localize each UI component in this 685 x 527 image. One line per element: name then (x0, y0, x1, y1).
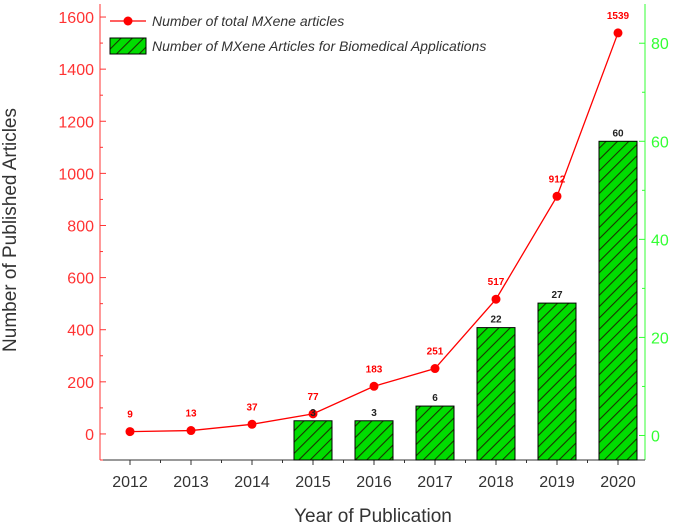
x-tick-label: 2016 (356, 474, 392, 491)
bar (537, 302, 577, 461)
x-tick-label: 2015 (295, 474, 331, 491)
line-value-label: 517 (488, 277, 505, 288)
left-tick-label: 0 (85, 427, 94, 444)
left-tick-label: 1600 (58, 10, 94, 27)
bar (354, 420, 394, 461)
line-value-label: 9 (127, 410, 133, 421)
line-point (186, 426, 196, 436)
bar-value-label: 27 (551, 290, 563, 301)
left-tick-label: 600 (67, 271, 94, 288)
right-tick-label: 40 (651, 232, 669, 249)
line-value-label: 77 (307, 392, 319, 403)
x-tick-label: 2019 (539, 474, 575, 491)
line-point (125, 427, 135, 437)
line-point (613, 28, 623, 38)
bar (598, 140, 638, 461)
right-tick-label: 80 (651, 36, 669, 53)
legend-bar-swatch (109, 37, 147, 55)
right-tick-label: 0 (651, 428, 660, 445)
line-point (552, 191, 562, 201)
left-tick-label: 800 (67, 218, 94, 235)
legend-bar-label: Number of MXene Articles for Biomedical … (152, 38, 486, 54)
line-point (491, 294, 501, 304)
line-point (430, 364, 440, 374)
bar-value-label: 3 (371, 408, 377, 419)
line-value-label: 37 (246, 402, 258, 413)
line-value-label: 912 (549, 174, 566, 185)
line-value-label: 1539 (607, 11, 630, 22)
right-tick-label: 60 (651, 134, 669, 151)
legend: Number of total MXene articles Number of… (109, 13, 486, 55)
left-tick-label: 200 (67, 375, 94, 392)
left-tick-label: 1000 (58, 166, 94, 183)
line-value-label: 183 (366, 364, 383, 375)
right-tick-label: 20 (651, 330, 669, 347)
x-tick-label: 2020 (600, 474, 636, 491)
bar-value-label: 6 (432, 393, 438, 404)
line-point (308, 409, 318, 419)
line-value-label: 13 (185, 409, 197, 420)
x-tick-label: 2018 (478, 474, 514, 491)
line-value-label: 251 (427, 347, 444, 358)
left-tick-label: 1400 (58, 62, 94, 79)
y-axis-title: Number of Published Articles (0, 108, 21, 352)
left-tick-label: 1200 (58, 114, 94, 131)
legend-line-label: Number of total MXene articles (152, 13, 344, 29)
line-point (247, 419, 257, 429)
x-tick-label: 2013 (173, 474, 209, 491)
x-tick-label: 2014 (234, 474, 270, 491)
bar (293, 420, 333, 461)
bar (476, 327, 516, 461)
legend-line-marker (123, 16, 133, 26)
bar-value-label: 60 (612, 128, 624, 139)
line-point (369, 381, 379, 391)
x-axis-title: Year of Publication (294, 506, 452, 527)
x-tick-label: 2017 (417, 474, 453, 491)
bar-value-label: 22 (490, 315, 502, 326)
bar (415, 405, 455, 461)
bar-value-label: 3 (310, 408, 316, 419)
left-tick-label: 400 (67, 323, 94, 340)
x-tick-label: 2012 (112, 474, 148, 491)
